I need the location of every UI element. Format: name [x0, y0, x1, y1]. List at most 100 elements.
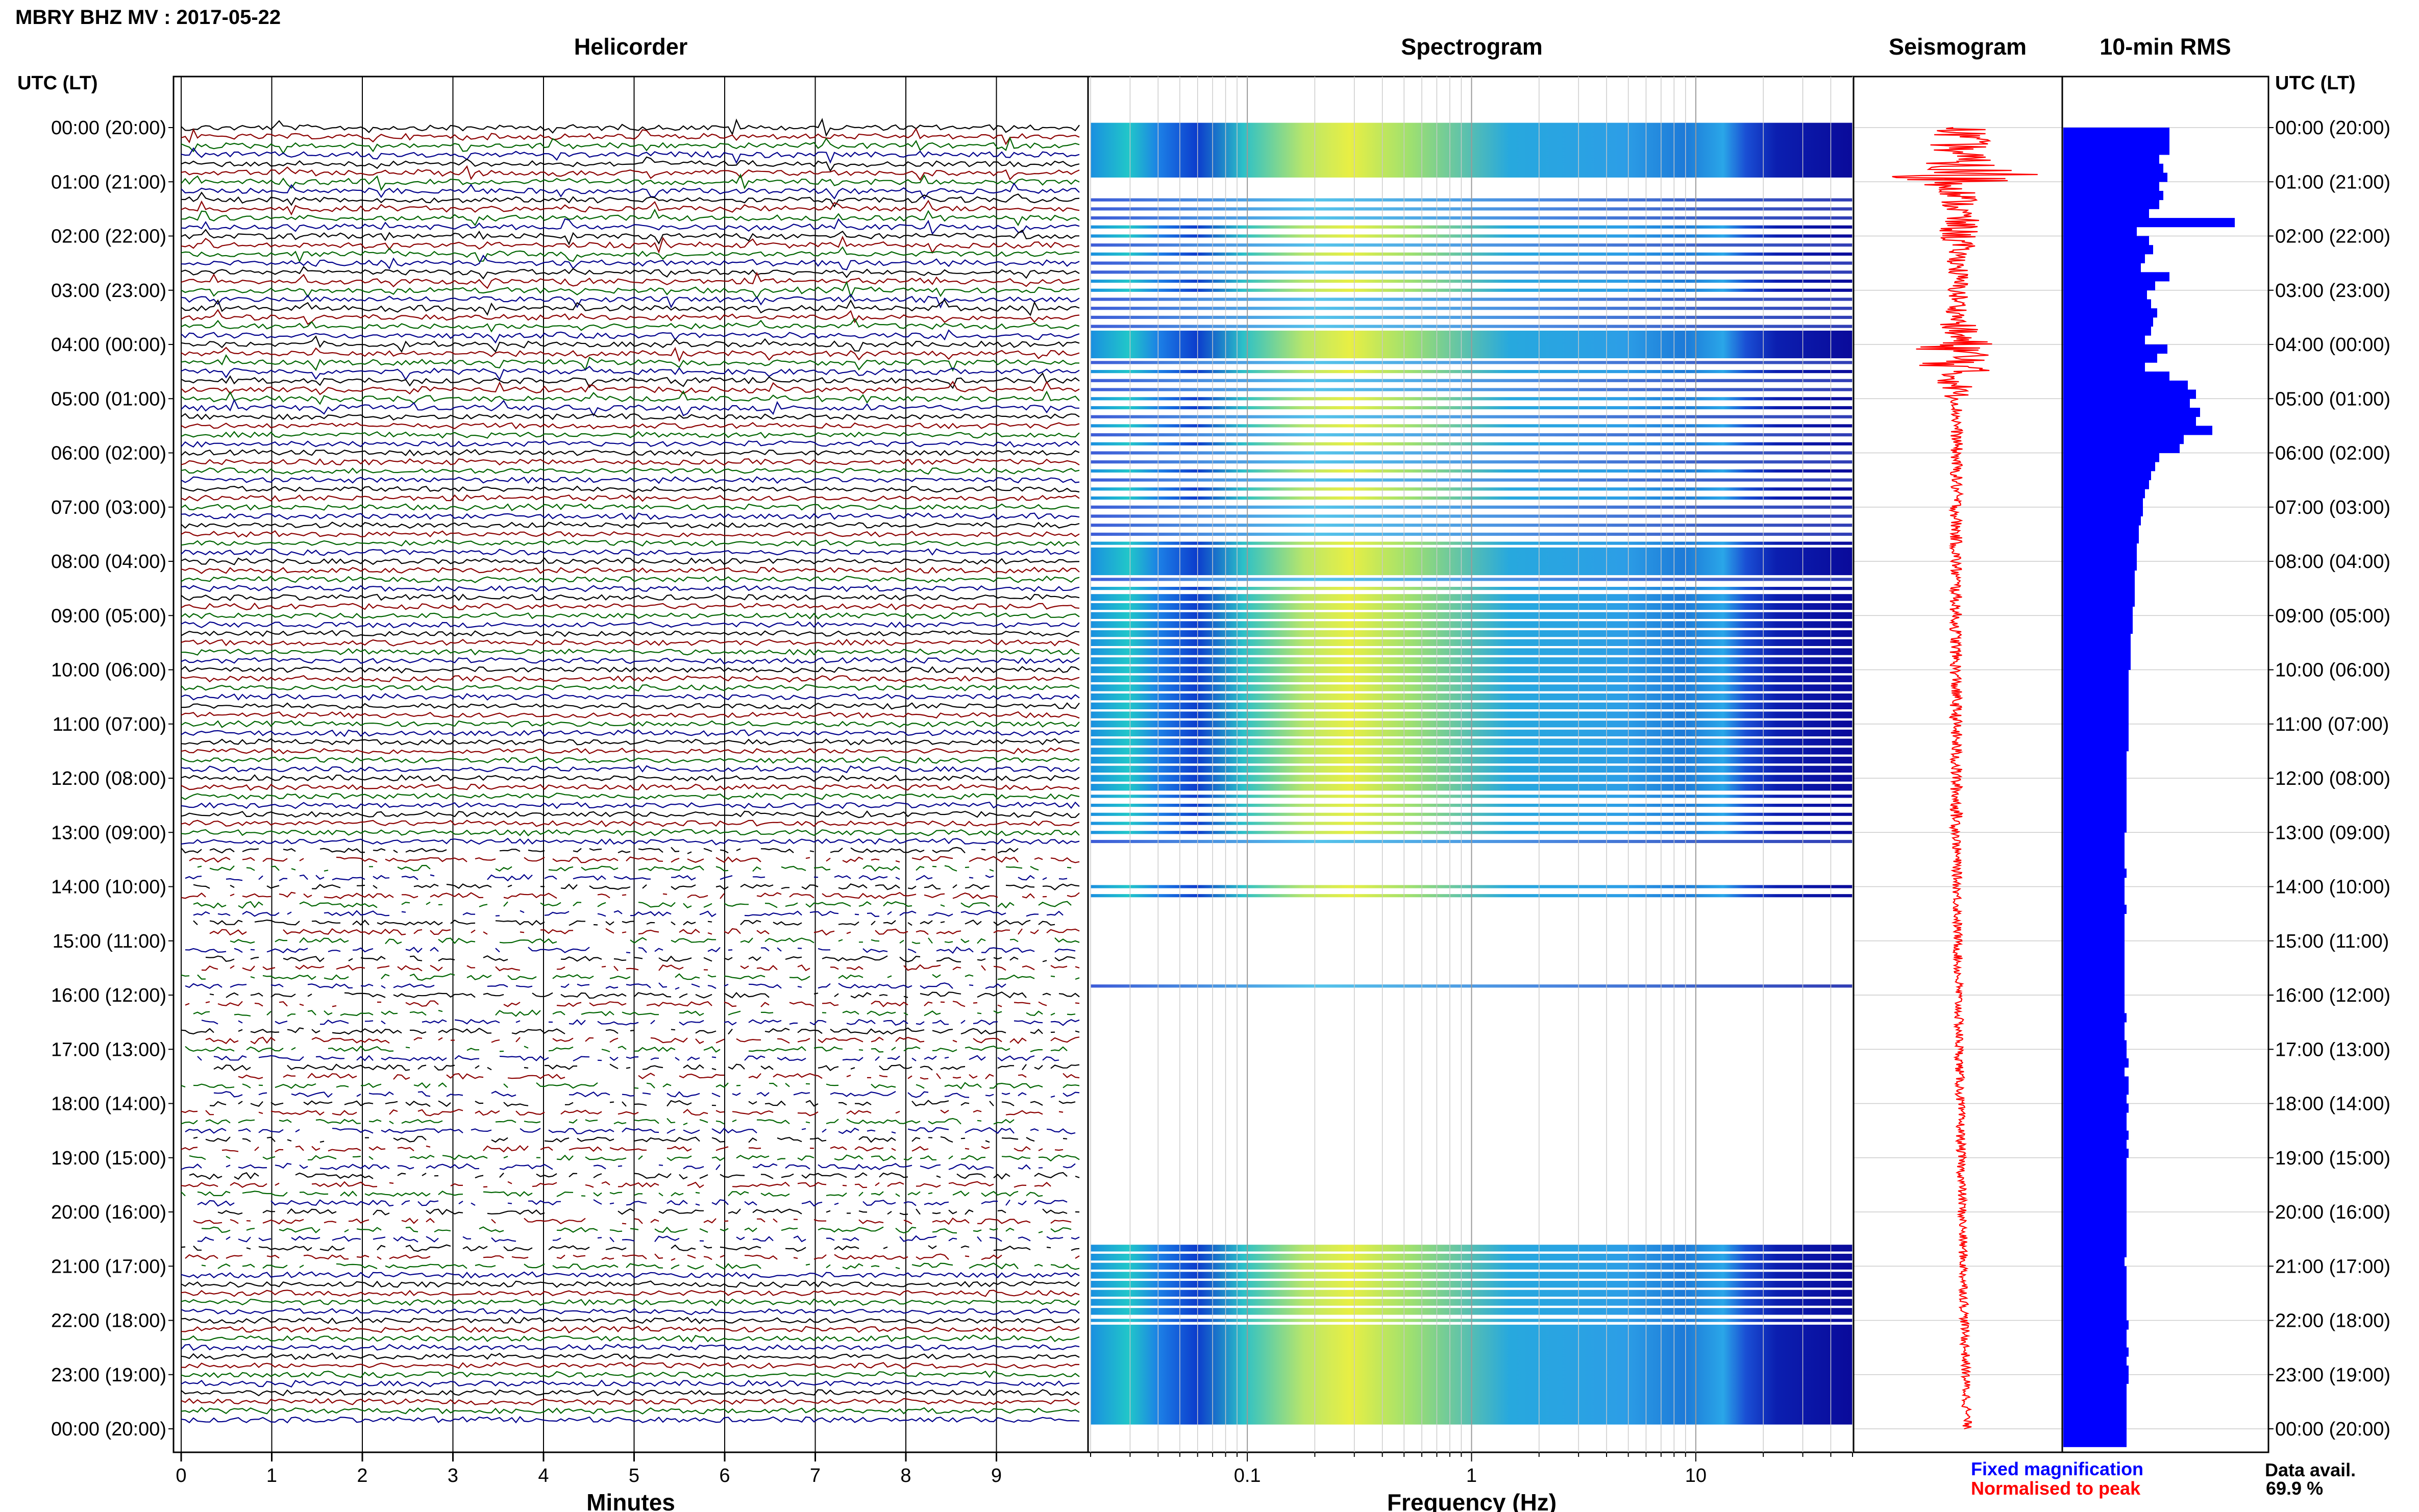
time-label-right: 11:00 (07:00): [2275, 714, 2389, 735]
helicorder-trace: [193, 1009, 1076, 1017]
rms-bar: [2063, 1076, 2129, 1086]
helicorder-trace: [181, 1290, 1080, 1297]
helicorder-trace: [181, 810, 1080, 819]
minute-tick-label: 6: [719, 1465, 730, 1486]
helicorder-trace: [181, 1119, 1079, 1125]
rms-bar: [2063, 832, 2125, 842]
rms-bar: [2063, 1437, 2127, 1447]
time-label-left: 02:00 (22:00): [51, 226, 166, 247]
helicorder-trace: [181, 720, 1080, 728]
rms-bar: [2063, 959, 2125, 969]
helicorder-trace: [181, 128, 1080, 145]
minute-tick-label: 4: [538, 1465, 549, 1486]
rms-bar: [2063, 552, 2137, 562]
helicorder-trace: [181, 317, 1080, 333]
data-avail-value: 69.9 %: [2266, 1478, 2324, 1499]
rms-bar: [2063, 670, 2129, 679]
helicorder-trace: [217, 1208, 1080, 1216]
time-label-left: 00:00 (20:00): [51, 117, 166, 139]
helicorder-trace: [181, 266, 1080, 280]
rms-bar: [2063, 633, 2131, 643]
helicorder-trace: [181, 512, 1080, 520]
time-label-right: 08:00 (04:00): [2275, 551, 2390, 573]
time-label-right: 16:00 (12:00): [2275, 985, 2390, 1006]
rms-bar: [2063, 1393, 2127, 1402]
helicorder-trace: [185, 1127, 1076, 1134]
rms-bar: [2063, 877, 2125, 887]
rms-bar: [2063, 1221, 2127, 1230]
time-labels-right: 00:00 (20:00) 01:00 (21:00) 02:00 (22:00) 0…: [2268, 117, 2390, 1440]
rms-bar: [2063, 823, 2127, 833]
spectrogram-x-axis: 0.1 1 10: [1090, 77, 1853, 1486]
rms-bar: [2063, 1410, 2127, 1420]
helicorder-trace: [181, 1398, 1080, 1406]
spectrogram-xlabel: Frequency (Hz): [1387, 1489, 1557, 1512]
helicorder-trace: [181, 218, 1080, 235]
rms-bar: [2063, 1212, 2127, 1222]
helicorder-trace: [181, 702, 1080, 710]
rms-bar: [2063, 1058, 2129, 1068]
rms-bar: [2063, 968, 2125, 978]
rms-bar: [2063, 760, 2127, 770]
helicorder-trace: [181, 1344, 1080, 1351]
helicorder-trace: [185, 946, 1076, 954]
rms-bar: [2063, 1302, 2127, 1312]
rms-bar: [2063, 1031, 2125, 1040]
rms-bar: [2063, 335, 2145, 345]
time-label-left: 06:00 (02:00): [51, 443, 166, 464]
helicorder-trace: [181, 335, 1080, 353]
helicorder-trace: [181, 530, 1080, 538]
time-label-right: 13:00 (09:00): [2275, 822, 2390, 844]
helicorder-trace: [181, 1416, 1080, 1424]
rms-bar: [2063, 534, 2139, 544]
rms-bar: [2063, 263, 2141, 272]
rms-bar: [2063, 1194, 2127, 1203]
rms-bar: [2063, 371, 2169, 381]
time-label-left: 18:00 (14:00): [51, 1094, 166, 1115]
rms-bar: [2063, 1284, 2127, 1294]
time-label-right: 00:00 (20:00): [2275, 1419, 2390, 1440]
rms-bar: [2063, 128, 2169, 137]
rms-bar: [2063, 805, 2127, 815]
rms-bar: [2063, 769, 2127, 779]
helicorder-trace: [209, 1100, 1076, 1107]
rms-bar: [2063, 1130, 2129, 1140]
helicorder-trace: [181, 566, 1080, 574]
rms-bar: [2063, 904, 2127, 914]
time-label-right: 06:00 (02:00): [2275, 443, 2390, 464]
time-label-right: 18:00 (14:00): [2275, 1094, 2390, 1115]
rms-bar: [2063, 1320, 2129, 1330]
rms-bar: [2063, 625, 2133, 634]
time-label-right: 12:00 (08:00): [2275, 768, 2390, 789]
helicorder-trace: [181, 413, 1080, 421]
rms-bar: [2063, 742, 2129, 752]
helicorder-trace: [181, 200, 1080, 216]
helicorder-trace: [185, 1253, 1080, 1261]
minute-tick-label: 8: [900, 1465, 911, 1486]
frequency-tick-label: 1: [1466, 1465, 1477, 1486]
time-label-right: 21:00 (17:00): [2275, 1256, 2390, 1277]
time-label-right: 10:00 (06:00): [2275, 660, 2390, 681]
rms-bar: [2063, 1230, 2127, 1240]
helicorder-trace: [181, 820, 1080, 827]
fixed-magnification-legend: Fixed magnification: [1971, 1458, 2144, 1479]
rms-bar: [2063, 1022, 2125, 1032]
helicorder-trace: [181, 422, 1080, 430]
rms-bar: [2063, 859, 2125, 869]
helicorder-title: Helicorder: [574, 34, 688, 60]
rms-bar: [2063, 290, 2147, 300]
rms-bar: [2063, 1266, 2127, 1276]
rms-bar: [2063, 299, 2151, 309]
rms-bar: [2063, 869, 2127, 878]
frequency-tick-label: 10: [1685, 1465, 1707, 1486]
rms-bar: [2063, 416, 2196, 426]
station-title: MBRY BHZ MV : 2017-05-22: [15, 6, 281, 29]
time-label-right: 09:00 (05:00): [2275, 605, 2390, 627]
helicorder-trace: [181, 494, 1080, 502]
rms-bar: [2063, 1420, 2127, 1429]
rms-bar: [2063, 1293, 2127, 1303]
rms-bar: [2063, 1112, 2127, 1122]
rms-bar: [2063, 1311, 2127, 1321]
helicorder-trace: [201, 1262, 1080, 1270]
time-label-right: 14:00 (10:00): [2275, 877, 2390, 898]
